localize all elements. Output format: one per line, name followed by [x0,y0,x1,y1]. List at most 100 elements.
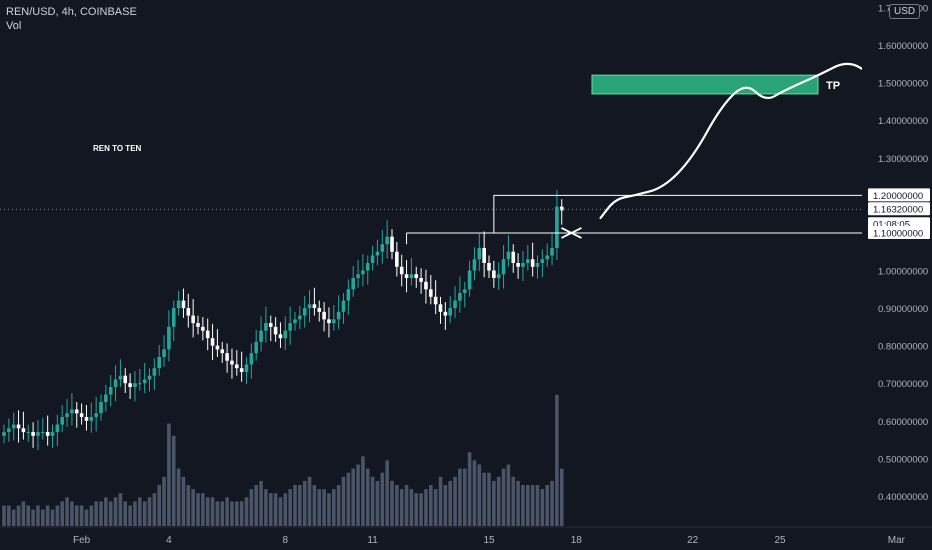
candle-body [419,278,423,282]
volume-bar [365,468,370,526]
time-tick-label: 15 [483,535,495,546]
volume-bar [50,509,55,526]
volume-bar [312,485,317,526]
candle-body [79,413,84,418]
volume-bar [123,501,128,526]
candle-body [65,413,69,418]
volume-bar [118,493,123,526]
candle-body [545,255,549,260]
volume-bar [55,505,60,526]
volume-bar [133,501,137,526]
volume-bar [336,485,341,526]
volume-bar [351,468,355,526]
candle-body [268,323,273,327]
volume-bar [501,468,506,526]
volume-bar [186,485,191,526]
price-tick-label: 0.70000000 [878,379,928,390]
candle-body [70,409,74,414]
candle-body [36,432,40,436]
volume-bar [492,480,496,526]
time-tick-label: 22 [687,535,699,546]
volume-bar [526,485,530,526]
volume-bar [467,452,472,526]
candle-body [559,206,564,211]
volume-bar [210,497,215,526]
volume-bar [530,485,535,526]
price-tick-label: 1.50000000 [878,79,928,90]
candle-body [191,315,195,324]
candle-body [404,274,409,279]
candle-body [472,259,477,271]
candle-body [138,383,142,385]
candle-body [55,424,60,433]
volume-bar [288,489,292,526]
candle-body [458,293,462,301]
candle-body [2,432,6,436]
candle-body [74,409,79,414]
volume-bar [327,493,331,526]
price-tick-label: 1.00000000 [878,267,928,278]
volume-bar [302,480,307,526]
candle-body [395,251,399,267]
volume-bar [196,493,200,526]
price-tick-label: 1.60000000 [878,41,928,52]
candle-body [521,263,525,267]
candle-body [50,432,55,436]
currency-badge[interactable]: USD [889,4,921,19]
volume-bar [293,485,297,526]
volume-bar [559,468,564,526]
volume-bar [448,480,452,526]
candle-body [492,270,496,279]
volume-bar [264,489,268,526]
volume-bar [176,468,181,526]
candle-body [167,326,171,350]
candle-body [235,364,239,369]
volume-bar [273,493,278,526]
volume-bar [341,476,346,526]
candle-body [555,206,559,248]
candle-body [16,424,21,429]
candle-body [351,278,355,290]
volume-bar [322,489,326,526]
time-tick-label: 25 [774,535,786,546]
volume-bar [487,472,491,526]
volume-bar [191,489,195,526]
candle-body [225,353,229,361]
symbol-title: REN/USD, 4h, COINBASE [6,6,137,18]
candle-body [181,300,186,309]
volume-bar [458,468,462,526]
volume-bar [45,505,50,526]
candle-body [443,311,448,316]
volume-bar [375,480,380,526]
candle-body [361,270,365,275]
volume-bar [7,505,11,526]
volume-bar [307,476,312,526]
candle-body [302,308,307,316]
volume-bar [74,505,79,526]
candle-body [230,360,234,365]
candle-body [201,326,205,331]
candle-body [298,315,302,320]
volume-bar [79,505,84,526]
candle-body [399,266,404,275]
time-tick-label: Feb [73,535,91,546]
candle-body [496,274,501,279]
volume-bar [516,480,520,526]
candle-body [433,296,438,305]
volume-bar [239,501,244,526]
volume-bar [152,493,157,526]
candle-body [244,364,249,372]
volume-bar [409,489,414,526]
volume-bar [438,476,443,526]
volume-bar [31,509,35,526]
level-upper-tag-bg [868,188,930,202]
volume-bar [390,480,394,526]
volume-bar [278,497,283,526]
candle-body [501,259,506,275]
candle-body [453,300,457,309]
volume-bar [462,468,467,526]
volume-bar [298,485,302,526]
volume-bar [147,497,152,526]
volume-bar [215,501,220,526]
